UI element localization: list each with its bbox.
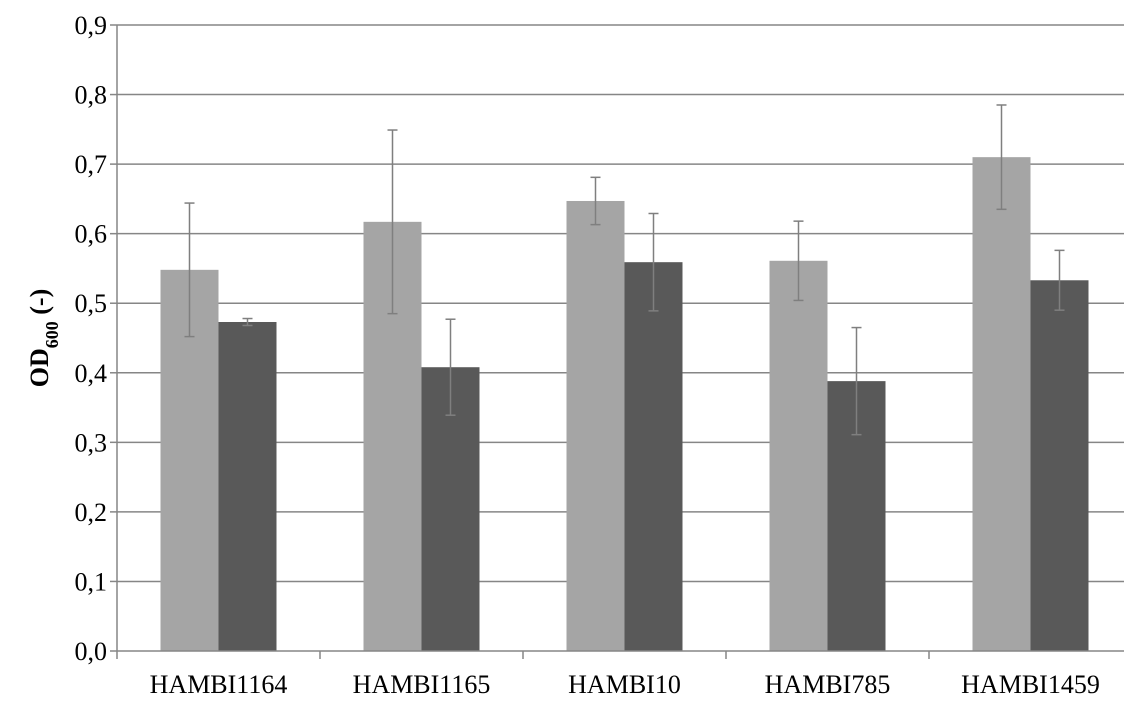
x-category-label: HAMBI10 (568, 670, 681, 699)
y-axis-label-subscript: 600 (42, 321, 62, 348)
bar-series-1 (972, 157, 1031, 651)
y-tick-label: 0,2 (75, 498, 108, 527)
y-tick-label: 0,9 (75, 11, 108, 40)
y-tick-label: 0,0 (75, 637, 108, 666)
y-tick-label: 0,4 (75, 359, 108, 388)
y-tick-labels: 0,0 0,1 0,2 0,3 0,4 0,5 0,6 0,7 0,8 0,9 (75, 11, 108, 666)
y-axis-label-main: OD (25, 348, 54, 387)
bar-series-2 (624, 262, 683, 651)
y-tick-label: 0,7 (75, 150, 108, 179)
x-category-labels: HAMBI1164 HAMBI1165 HAMBI10 HAMBI785 HAMBI14… (150, 670, 1100, 699)
y-tick-label: 0,5 (75, 289, 108, 318)
x-category-label: HAMBI1459 (961, 670, 1100, 699)
x-category-label: HAMBI1164 (150, 670, 288, 699)
axes (116, 25, 1124, 659)
y-tick-label: 0,3 (75, 428, 108, 457)
y-axis-label: OD600 (-) (25, 289, 62, 387)
x-category-label: HAMBI1165 (353, 670, 491, 699)
x-category-label: HAMBI785 (765, 670, 891, 699)
y-tick-label: 0,1 (75, 567, 108, 596)
y-tick-label: 0,8 (75, 81, 108, 110)
bars (160, 157, 1089, 651)
y-axis-label-suffix: (-) (25, 289, 54, 321)
bar-series-1 (566, 200, 625, 651)
bar-series-2 (218, 322, 277, 651)
error-bars (184, 104, 1065, 436)
bar-series-2 (1030, 280, 1089, 651)
y-tick-label: 0,6 (75, 220, 108, 249)
bar-series-1 (769, 260, 828, 651)
